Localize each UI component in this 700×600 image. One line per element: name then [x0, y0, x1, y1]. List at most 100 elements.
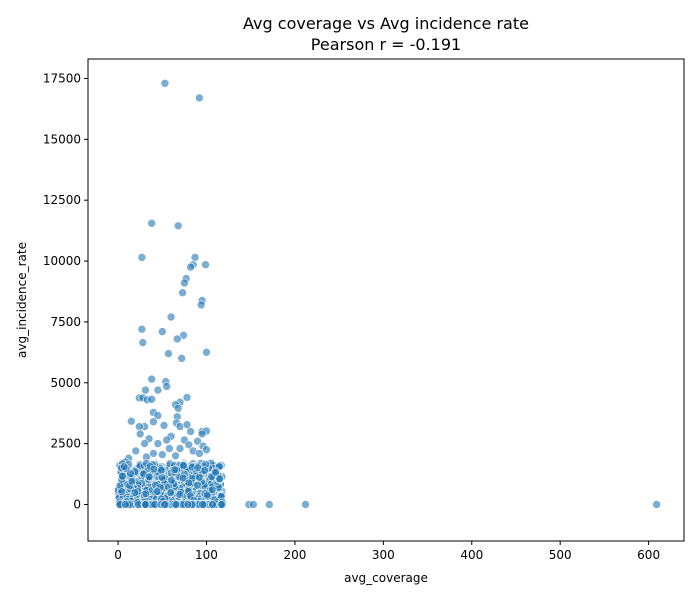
y-tick-label: 0 [73, 497, 81, 511]
x-tick-label: 300 [372, 548, 395, 562]
y-tick-label: 7500 [50, 315, 81, 329]
data-point [186, 262, 195, 272]
data-point [215, 474, 225, 483]
data-point [153, 411, 163, 420]
data-point [127, 476, 137, 486]
y-tick-label: 5000 [50, 376, 81, 390]
data-point [141, 489, 151, 499]
data-point [140, 439, 149, 448]
data-point [217, 500, 227, 509]
data-point [195, 449, 204, 458]
x-tick-label: 200 [283, 548, 306, 562]
data-point [208, 485, 217, 495]
data-point [186, 427, 195, 436]
x-tick-label: 100 [195, 548, 218, 562]
data-point [166, 312, 176, 322]
data-point [183, 500, 193, 509]
data-point [173, 334, 182, 344]
data-point [158, 327, 167, 336]
data-point [131, 446, 141, 456]
data-point [141, 385, 150, 395]
data-point [118, 471, 127, 481]
data-point [166, 488, 176, 497]
x-tick-label: 0 [114, 548, 122, 562]
data-point [157, 473, 167, 482]
data-point [171, 451, 180, 461]
data-point [194, 472, 204, 482]
data-point [162, 435, 171, 445]
data-point [138, 338, 148, 347]
x-tick-label: 400 [460, 548, 483, 562]
y-tick-label: 15000 [43, 132, 81, 146]
data-point [175, 490, 185, 499]
data-point [264, 500, 274, 509]
y-axis-label: avg_incidence_rate [15, 242, 29, 358]
data-point [126, 469, 135, 478]
data-point [147, 374, 156, 384]
data-point [165, 444, 174, 453]
data-point [127, 416, 136, 426]
data-point [135, 422, 144, 431]
data-point [130, 488, 140, 497]
data-point [178, 473, 188, 483]
data-point [201, 260, 210, 270]
x-tick-label: 500 [549, 548, 572, 562]
data-point [162, 382, 171, 391]
data-point [156, 465, 166, 475]
chart-subtitle: Pearson r = -0.191 [311, 35, 461, 54]
data-point [158, 450, 167, 459]
x-axis-label: avg_coverage [344, 571, 428, 585]
data-point [180, 278, 189, 288]
data-point [153, 385, 163, 395]
x-tick-label: 600 [637, 548, 660, 562]
data-point [178, 288, 187, 298]
data-point [147, 219, 156, 228]
data-point [202, 445, 211, 455]
data-point [153, 439, 163, 448]
data-point [175, 444, 185, 453]
data-point [164, 349, 173, 358]
data-point [137, 324, 147, 334]
data-point [202, 347, 211, 357]
data-point [249, 500, 258, 509]
data-point [190, 253, 200, 262]
data-point [137, 253, 147, 262]
y-tick-label: 10000 [43, 254, 81, 268]
data-point [117, 487, 127, 497]
data-point [149, 449, 158, 458]
y-axis-ticks: 0 2500 5000 7500 10000 12500 15000 17500 [43, 71, 88, 511]
data-point [170, 465, 179, 475]
data-point [141, 500, 150, 509]
data-point [211, 468, 220, 477]
data-point [179, 461, 188, 470]
data-point [149, 464, 159, 474]
plot-frame [87, 58, 685, 542]
data-point [196, 300, 206, 310]
data-point [198, 500, 207, 509]
data-point [208, 500, 217, 509]
data-point [182, 393, 192, 402]
data-point [159, 421, 169, 430]
data-point [173, 221, 183, 231]
data-point [135, 429, 145, 439]
data-point [160, 79, 170, 88]
data-point [301, 500, 310, 509]
data-point [184, 478, 193, 488]
data-point [173, 403, 183, 413]
data-point [200, 466, 209, 475]
y-tick-label: 17500 [43, 71, 81, 85]
data-point [184, 440, 194, 450]
data-point [652, 500, 661, 509]
data-point [121, 500, 130, 509]
data-point [202, 490, 212, 500]
data-point [197, 429, 207, 439]
y-tick-label: 2500 [50, 437, 81, 451]
data-point [182, 420, 192, 429]
y-tick-label: 12500 [43, 193, 81, 207]
data-point [195, 93, 204, 103]
data-point [149, 417, 158, 427]
data-point [152, 487, 162, 496]
data-point [147, 394, 156, 404]
data-point [119, 462, 129, 472]
data-point [144, 472, 154, 482]
